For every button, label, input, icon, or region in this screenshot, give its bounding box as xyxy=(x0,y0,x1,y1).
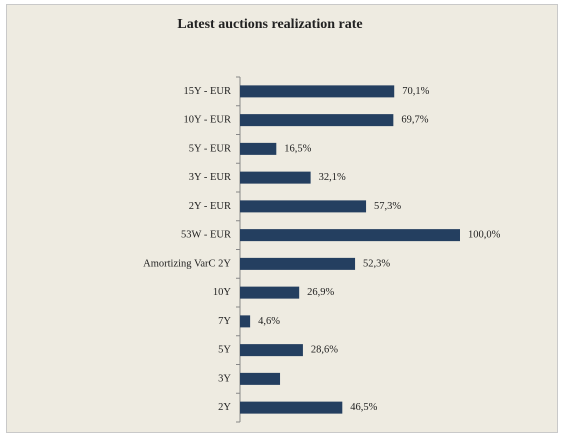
value-label: 4,6% xyxy=(258,316,280,327)
value-label: 57,3% xyxy=(374,201,401,212)
chart-frame xyxy=(6,4,558,433)
bar xyxy=(240,114,394,127)
value-label: 100,0% xyxy=(468,230,501,241)
value-label: 16,5% xyxy=(284,143,311,154)
value-label: 70,1% xyxy=(402,86,429,97)
y-tick-label: 3Y - EUR xyxy=(189,172,231,183)
value-label: 28,6% xyxy=(311,345,338,356)
value-label: 52,3% xyxy=(363,258,390,269)
bar xyxy=(240,257,356,270)
y-tick-label: 7Y xyxy=(218,316,231,327)
y-tick-label: 2Y - EUR xyxy=(189,201,231,212)
y-tick-label: 2Y xyxy=(218,402,231,413)
value-label: 26,9% xyxy=(307,287,334,298)
y-tick-label: 5Y xyxy=(218,345,231,356)
bar xyxy=(240,85,395,98)
bar xyxy=(240,229,460,242)
y-tick-label: 5Y - EUR xyxy=(189,143,231,154)
value-label: 69,7% xyxy=(401,115,428,126)
bar xyxy=(240,286,300,299)
value-label: 32,1% xyxy=(319,172,346,183)
value-label: 46,5% xyxy=(350,402,377,413)
y-tick-label: 3Y xyxy=(218,373,231,384)
y-tick-label: 53W - EUR xyxy=(181,230,231,241)
chart-title: Latest auctions realization rate xyxy=(177,17,362,32)
bar xyxy=(240,344,303,357)
y-tick-label: Amortizing VarC 2Y xyxy=(143,258,231,269)
y-tick-label: 10Y - EUR xyxy=(184,115,231,126)
bar xyxy=(240,200,367,213)
bar xyxy=(240,401,343,414)
bar xyxy=(240,171,311,184)
y-tick-label: 10Y xyxy=(213,287,232,298)
bar xyxy=(240,315,251,328)
bar xyxy=(240,372,281,385)
bar xyxy=(240,142,277,155)
y-tick-label: 15Y - EUR xyxy=(184,86,231,97)
